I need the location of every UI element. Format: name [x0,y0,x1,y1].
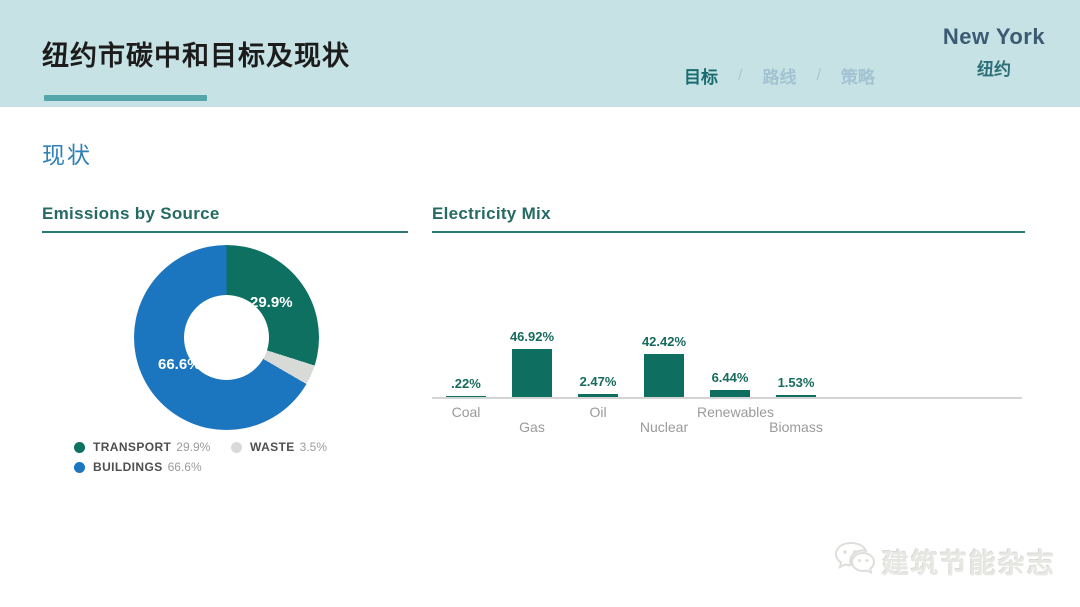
pie-legend: TRANSPORT 29.9% WASTE 3.5% BUILDINGS 66.6% [74,440,327,474]
bar-value-label: 2.47% [579,374,617,389]
city-name-zh: 纽约 [977,60,1011,79]
legend-value: 66.6% [167,460,202,474]
header-bar: 纽约市碳中和目标及现状 目标 / 路线 / 策略 New York 纽约 [0,0,1080,107]
bar-category-coal: Coal [451,404,481,420]
donut-hole [184,295,269,380]
bar-title-rule [432,231,1025,233]
breadcrumb-nav: 目标 / 路线 / 策略 [684,63,875,88]
pie-title-rule [42,231,408,233]
bar-column-oil: 2.47% [565,320,631,397]
bar-value-label: .22% [451,376,481,391]
wechat-icon [834,541,876,582]
bar-rect [710,390,750,397]
legend-value: 3.5% [299,440,328,454]
bar-value-label: 46.92% [509,329,555,344]
bar-category-biomass: Biomass [769,419,823,435]
legend-label: TRANSPORT [93,440,172,454]
bar-rect [776,395,816,397]
title-accent-bar [44,95,207,101]
pie-chart-title: Emissions by Source [42,204,220,223]
legend-dot [231,441,242,453]
bar-rect [512,349,552,397]
bar-column-renewables: 6.44% [697,320,763,397]
nav-separator: / [816,66,821,84]
legend-item-waste: WASTE 3.5% [231,440,327,454]
donut-chart-wrap: 29.9% 66.6% [134,245,319,430]
nav-item-goal[interactable]: 目标 [684,68,718,87]
legend-label: BUILDINGS [93,460,163,474]
bar-value-label: 6.44% [711,370,749,385]
bar-category-renewables: Renewables [697,404,775,420]
bar-category-oil: Oil [589,404,607,420]
legend-dot [74,441,85,453]
bar-column-coal: .22% [433,320,499,397]
bar-x-axis [432,397,1022,399]
watermark-text: 建筑节能杂志 [882,549,1056,579]
legend-label: WASTE [250,440,295,454]
legend-item-buildings: BUILDINGS 66.6% [74,460,231,474]
bar-plot: .22% 46.92% 2.47% 42.42% 6.44% 1.53% [433,320,829,397]
watermark: 建筑节能杂志 [834,541,1056,582]
bar-column-biomass: 1.53% [763,320,829,397]
donut-label-buildings: 66.6% [158,356,201,373]
bar-value-label: 42.42% [641,334,687,349]
city-name-en: New York [942,24,1046,49]
bar-category-nuclear: Nuclear [639,419,689,435]
bar-rect [446,396,486,397]
bar-chart-title: Electricity Mix [432,204,551,223]
bar-rect [578,394,618,397]
bar-column-gas: 46.92% [499,320,565,397]
legend-value: 29.9% [176,440,211,454]
section-title: 现状 [42,142,92,168]
nav-item-route[interactable]: 路线 [762,68,797,87]
legend-dot [74,461,85,473]
donut-label-transport: 29.9% [250,294,293,311]
bar-category-gas: Gas [519,419,545,435]
legend-item-transport: TRANSPORT 29.9% [74,440,231,454]
nav-item-strategy[interactable]: 策略 [840,68,875,87]
page-title: 纽约市碳中和目标及现状 [42,41,350,71]
bar-column-nuclear: 42.42% [631,320,697,397]
bar-category-labels: Coal Gas Oil Nuclear Renewables Biomass [433,399,829,435]
nav-separator: / [738,66,743,84]
bar-rect [644,354,684,397]
bar-value-label: 1.53% [777,375,815,390]
